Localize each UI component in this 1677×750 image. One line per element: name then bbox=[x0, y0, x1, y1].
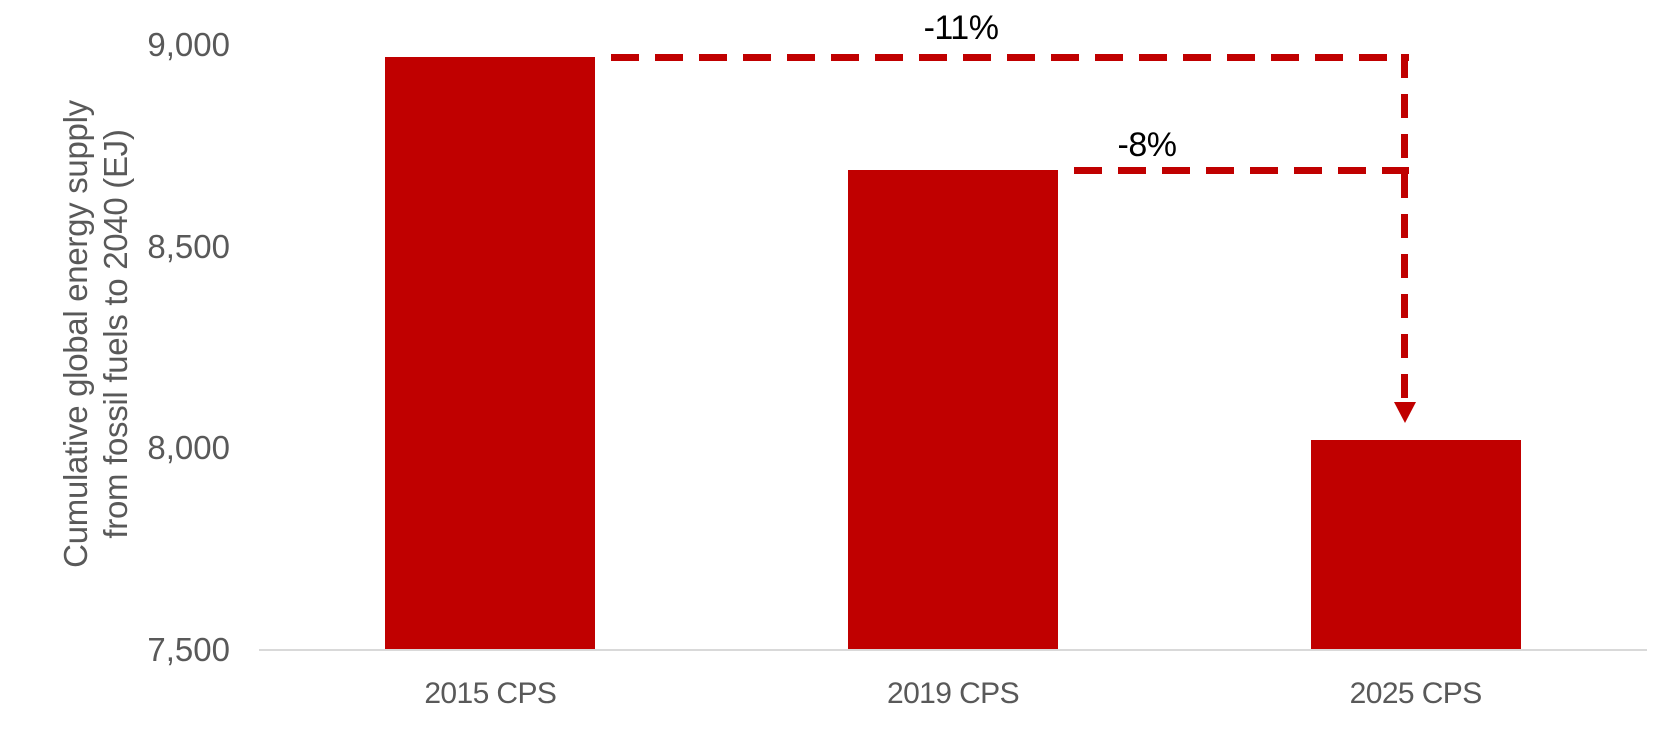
dashed-line-8pct bbox=[1058, 166, 1409, 174]
x-label-2015-cps: 2015 CPS bbox=[424, 677, 557, 710]
annotation-label-minus-11pct: -11% bbox=[923, 9, 999, 47]
y-axis-title-line-2: from fossil fuels to 2040 (EJ) bbox=[97, 129, 134, 539]
y-axis-title: Cumulative global energy supply from fos… bbox=[56, 100, 136, 568]
y-tick-label-7500: 7,500 bbox=[147, 631, 230, 668]
y-tick-label-8000: 8,000 bbox=[147, 429, 230, 467]
x-axis-line bbox=[259, 649, 1647, 651]
arrow-down-icon bbox=[1393, 402, 1416, 423]
x-label-2025-cps: 2025 CPS bbox=[1349, 677, 1483, 710]
bar-2019-cps bbox=[848, 170, 1058, 650]
x-label-2019-cps: 2019 CPS bbox=[887, 677, 1020, 710]
annotation-label-minus-8pct: -8% bbox=[1117, 126, 1177, 164]
y-axis-title-line-1: Cumulative global energy supply bbox=[57, 100, 94, 568]
y-tick-label-8500: 8,500 bbox=[147, 227, 230, 265]
bar-2025-cps bbox=[1310, 440, 1521, 650]
dashed-arrow-stem bbox=[1401, 53, 1409, 402]
y-tick-label-9000: 9,000 bbox=[147, 26, 230, 63]
bar-2015-cps bbox=[385, 57, 596, 650]
dashed-line-11pct bbox=[595, 53, 1409, 61]
